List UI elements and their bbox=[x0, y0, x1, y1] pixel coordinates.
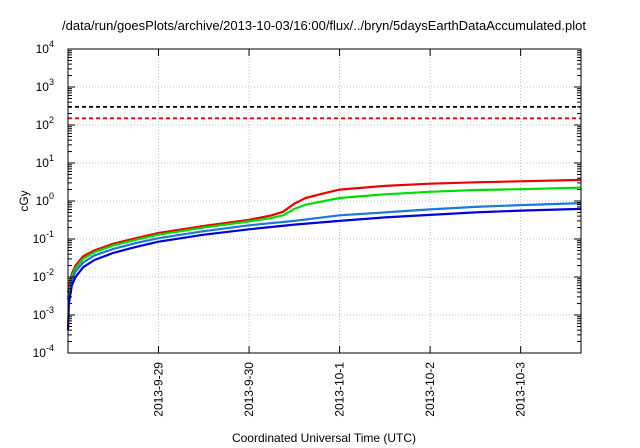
y-axis-label: cGy bbox=[17, 190, 31, 211]
x-tick-label: 2013-9-30 bbox=[242, 362, 256, 417]
y-axis-ticks: 10-4 10-3 10-2 10-1 100 101 102 103 104 bbox=[33, 39, 581, 360]
reference-lines bbox=[68, 105, 581, 120]
y-tick-label: 100 bbox=[36, 191, 54, 208]
x-tick-label: 2013-10-2 bbox=[423, 362, 437, 417]
data-series bbox=[66, 178, 582, 331]
x-tick-label: 2013-9-29 bbox=[152, 362, 166, 417]
x-axis-ticks: 2013-9-29 2013-9-30 2013-10-1 2013-10-2 2013… bbox=[152, 49, 528, 417]
x-tick-label: 2013-10-3 bbox=[514, 362, 528, 417]
series-line bbox=[66, 186, 582, 298]
y-tick-label: 102 bbox=[36, 115, 54, 132]
x-tick-label: 2013-10-1 bbox=[333, 362, 347, 417]
x-axis-label: Coordinated Universal Time (UTC) bbox=[232, 431, 416, 445]
y-tick-label: 10-2 bbox=[33, 267, 54, 284]
chart-title: /data/run/goesPlots/archive/2013-10-03/1… bbox=[62, 18, 586, 33]
y-tick-label: 101 bbox=[36, 153, 54, 170]
y-tick-label: 103 bbox=[36, 77, 54, 94]
y-tick-label: 10-4 bbox=[33, 343, 54, 360]
y-tick-label: 104 bbox=[36, 39, 54, 56]
series-line bbox=[66, 178, 582, 293]
y-tick-label: 10-1 bbox=[33, 229, 54, 246]
series-line bbox=[66, 202, 582, 301]
series-line bbox=[66, 207, 582, 331]
y-tick-label: 10-3 bbox=[33, 305, 54, 322]
